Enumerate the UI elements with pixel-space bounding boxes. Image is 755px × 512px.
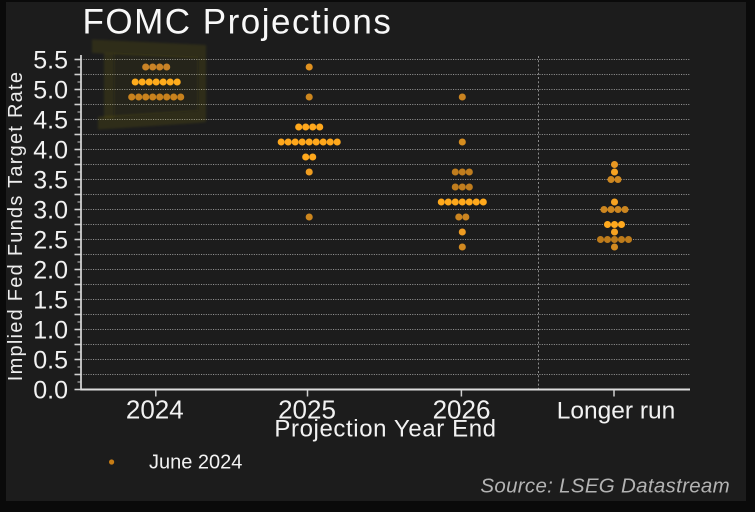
svg-text:4.5: 4.5 bbox=[33, 107, 68, 135]
svg-text:FOMC Projections: FOMC Projections bbox=[83, 3, 393, 42]
svg-text:2024: 2024 bbox=[126, 395, 184, 425]
svg-text:June 2024: June 2024 bbox=[149, 452, 242, 474]
svg-text:Source: LSEG Datastream: Source: LSEG Datastream bbox=[480, 475, 730, 498]
svg-text:Implied Fed Funds Target Rate: Implied Fed Funds Target Rate bbox=[5, 71, 27, 381]
svg-text:0.5: 0.5 bbox=[33, 347, 68, 375]
svg-text:0.0: 0.0 bbox=[33, 377, 68, 405]
svg-text:Longer run: Longer run bbox=[557, 398, 676, 425]
svg-text:1.5: 1.5 bbox=[33, 287, 68, 315]
svg-text:3.0: 3.0 bbox=[33, 197, 68, 225]
svg-text:5.0: 5.0 bbox=[33, 77, 68, 105]
svg-text:4.0: 4.0 bbox=[33, 137, 68, 165]
svg-text:2.5: 2.5 bbox=[33, 227, 68, 255]
svg-text:2025: 2025 bbox=[278, 395, 336, 425]
svg-text:2.0: 2.0 bbox=[33, 257, 68, 285]
svg-text:5.5: 5.5 bbox=[33, 47, 68, 75]
svg-text:Projection Year End: Projection Year End bbox=[274, 415, 496, 442]
svg-text:2026: 2026 bbox=[433, 395, 491, 425]
svg-text:3.5: 3.5 bbox=[33, 167, 68, 195]
svg-text:1.0: 1.0 bbox=[33, 317, 68, 345]
